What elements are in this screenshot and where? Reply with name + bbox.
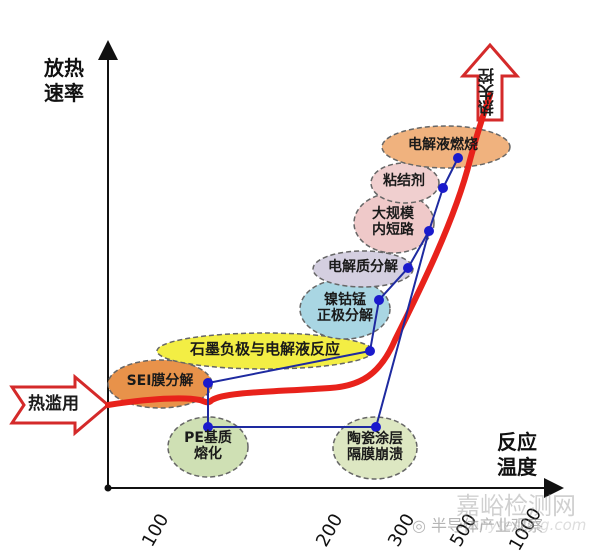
y-axis-title-line2: 速率 (44, 81, 84, 105)
label-ncm-line1: 镍钴锰 (324, 292, 366, 308)
node-electrolyte (403, 263, 413, 273)
x-axis-title: 反应 温度 (497, 430, 537, 480)
label-short-line1: 大规模 (372, 206, 414, 222)
thermal-runaway-arrow-icon (459, 42, 521, 122)
ellipse-pe (167, 416, 249, 478)
watermark-wechat: ◎ 半导体产业观察 (412, 512, 543, 536)
ellipse-short (353, 192, 435, 254)
label-pe: PE基质 熔化 (176, 430, 240, 462)
y-axis-title-line1: 放热 (44, 56, 84, 80)
label-short-line2: 内短路 (372, 222, 414, 239)
origin-dot (104, 484, 112, 492)
label-binder: 粘结剂 (383, 173, 425, 189)
label-pe-line1: PE基质 (184, 430, 232, 446)
label-pe-line2: 熔化 (194, 446, 222, 463)
ellipse-ceramic (332, 416, 418, 480)
label-ceramic-line1: 陶瓷涂层 (347, 431, 403, 447)
thermal-abuse-label: 热滥用 (28, 394, 79, 414)
thermal-runaway-label: 热失控 (478, 68, 497, 116)
label-ncm-line2: 正极分解 (317, 308, 373, 325)
y-axis-title: 放热 速率 (44, 56, 84, 106)
node-ceramic (371, 422, 381, 432)
label-combustion: 电解液燃烧 (408, 137, 478, 153)
label-short: 大规模 内短路 (360, 206, 426, 238)
label-graphite: 石墨负极与电解液反应 (189, 340, 340, 358)
event-nodes (203, 153, 463, 432)
ellipse-electrolyte (312, 250, 414, 288)
node-sei (203, 378, 213, 388)
heat-release-curve (105, 92, 493, 408)
thermal-abuse-arrow-icon (9, 373, 111, 437)
node-short (424, 226, 434, 236)
watermark-wechat-text: 半导体产业观察 (431, 516, 544, 535)
label-ncm: 镍钴锰 正极分解 (306, 292, 384, 324)
node-ncm (374, 295, 384, 305)
label-sei: SEI膜分解 (126, 373, 194, 389)
x-axis-title-line2: 温度 (497, 455, 537, 479)
wechat-icon: ◎ (412, 516, 432, 535)
node-binder (438, 183, 448, 193)
label-ceramic: 陶瓷涂层 隔膜崩溃 (338, 431, 412, 463)
node-graphite (365, 346, 375, 356)
event-ellipses (107, 125, 511, 480)
axes (98, 40, 564, 498)
watermark-site: 嘉峪检测网 (456, 492, 576, 520)
x-axis-title-line1: 反应 (497, 430, 537, 454)
node-combustion (453, 153, 463, 163)
label-ceramic-line2: 隔膜崩溃 (347, 447, 403, 464)
watermark-domain: anytesting.com (470, 516, 587, 534)
node-pe (203, 422, 213, 432)
label-electrolyte: 电解质分解 (328, 259, 398, 275)
